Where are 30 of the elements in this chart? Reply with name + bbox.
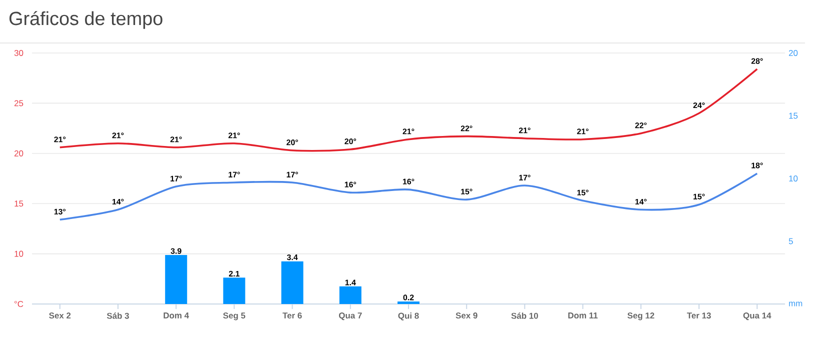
x-tick-label: Sáb 3 [106, 312, 129, 319]
x-tick-label: Dom 4 [164, 312, 189, 318]
x-tick-label: Sex 2 [49, 312, 71, 319]
y2-tick-label: 20 [788, 50, 798, 56]
y-tick-label: 10 [14, 250, 24, 257]
x-tick-label: Dom 11 [568, 312, 598, 318]
y-tick-label: 30 [14, 50, 24, 56]
x-tick-label: Seg 12 [628, 312, 654, 320]
x-tick-label: Ter 6 [282, 312, 302, 319]
y-tick-label: 20 [14, 150, 24, 156]
y-tick-label: 25 [14, 100, 24, 106]
x-tick-label: Qua 7 [338, 312, 362, 320]
x-tick-label: Qua 14 [743, 312, 772, 320]
x-tick-label: Seg 5 [223, 312, 246, 320]
bar [281, 261, 304, 304]
y-tick-label: 15 [14, 200, 24, 207]
x-tick-label: Sáb 10 [511, 312, 538, 319]
x-tick-label: Sex 9 [456, 312, 478, 319]
chart-title: Gráficos de tempo [9, 11, 162, 29]
x-tick-label: Ter 13 [686, 312, 711, 319]
y2-tick-label: 15 [789, 112, 798, 119]
x-tick-label: Qui 8 [398, 312, 419, 320]
bar [339, 286, 362, 304]
y2-tick-label: 5 [788, 238, 793, 244]
bar [398, 301, 420, 304]
bar [165, 255, 188, 304]
y2-tick-label: 10 [789, 176, 798, 182]
bar [223, 278, 246, 304]
y-tick-label: °C [14, 301, 24, 307]
y2-tick-label: mm [789, 302, 802, 306]
